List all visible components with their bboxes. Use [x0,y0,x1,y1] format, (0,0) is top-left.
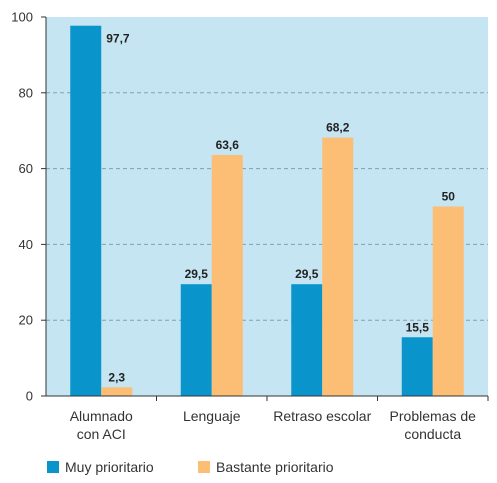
plot-background [46,17,488,396]
category-label: Problemas de conducta [390,408,477,442]
bar-muy-1 [180,284,212,396]
grid-lines [46,92,488,321]
data-label: 2,3 [108,370,125,384]
category-label: Retraso escolar [273,408,371,424]
data-label: 68,2 [326,121,350,135]
data-label: 97,7 [106,32,130,46]
y-tick-label: 100 [11,10,33,25]
bar-bastante-2 [322,137,354,396]
bar-muy-3 [401,337,433,396]
category-label-line: conducta [404,426,461,442]
axes [41,16,489,401]
category-label-line: Retraso escolar [273,408,371,424]
y-tick-label: 40 [19,237,33,252]
legend-label: Muy prioritario [65,459,154,475]
category-label-line: Alumnado [70,408,133,424]
legend-swatch [198,461,210,473]
labels: 0 20 40 60 80 100 97,7 2,3 Alumnado con ACI 29,5 63… [11,10,476,443]
data-label: 63,6 [216,138,240,152]
bar-muy-0 [70,25,102,396]
legend: Muy prioritario Bastante prioritario [47,459,334,475]
plot-area [46,17,488,396]
y-tick-label: 80 [19,85,33,100]
bar-bastante-1 [211,154,243,396]
category-label-line: Problemas de [390,408,477,424]
category-label: Lenguaje [183,408,241,424]
legend-swatch [47,461,59,473]
y-tick-label: 0 [26,389,33,404]
data-label: 29,5 [295,267,319,281]
bars [70,25,464,396]
category-label-line: con ACI [77,426,126,442]
y-tick-label: 60 [19,161,33,176]
bar-bastante-3 [432,206,464,396]
category-label-line: Lenguaje [183,408,241,424]
bar-bastante-0 [101,387,133,396]
y-tick-label: 20 [19,313,33,328]
data-label: 29,5 [185,267,209,281]
category-label: Alumnado con ACI [70,408,133,442]
bar-muy-2 [291,284,323,396]
data-label: 50 [442,190,456,204]
legend-label: Bastante prioritario [216,459,334,475]
data-label: 15,5 [406,320,430,334]
